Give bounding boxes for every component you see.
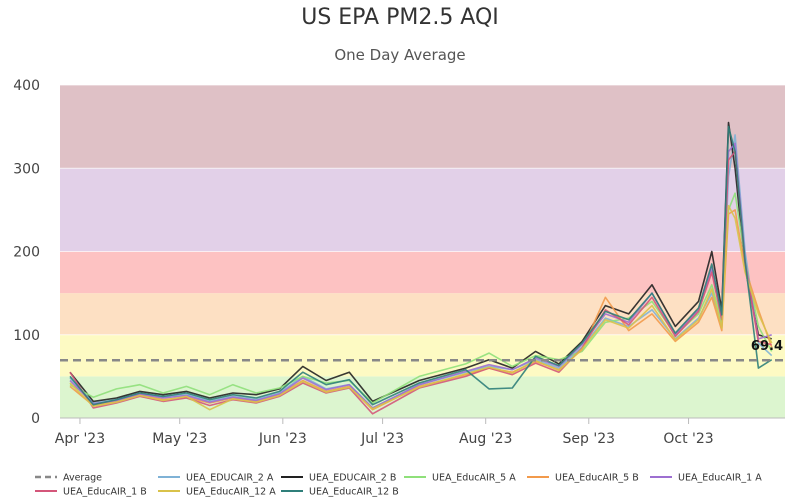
chart-title: US EPA PM2.5 AQI [301, 5, 499, 30]
y-tick-label-4: 400 [13, 78, 40, 94]
legend-label-1: UEA_EDUCAIR_2 A [186, 473, 274, 484]
legend-item-8: UEA_EducAIR_12 B [281, 487, 399, 498]
legend-item-5: UEA_EducAIR_1 A [650, 473, 762, 484]
x-tick-label-6: Oct '23 [663, 431, 713, 447]
y-tick-label-1: 100 [13, 328, 40, 344]
y-tick-label-2: 200 [13, 245, 40, 261]
x-tick-label-0: Apr '23 [55, 431, 105, 447]
series-line-7 [69, 125, 773, 406]
aqi-band-2 [60, 293, 785, 335]
x-tick-label-3: Jul '23 [360, 431, 404, 447]
x-tick-label-2: Jun '23 [258, 431, 307, 447]
aqi-band-4 [60, 168, 785, 252]
y-axis: 0 100 200 300 400 [13, 78, 40, 427]
legend-label-3: UEA_EducAIR_5 A [432, 473, 516, 484]
x-tick-label-1: May '23 [152, 431, 207, 447]
legend-label-7: UEA_EducAIR_12 A [186, 487, 276, 498]
chart-subtitle: One Day Average [334, 46, 465, 64]
legend-label-6: UEA_EducAIR_1 B [63, 487, 147, 498]
aqi-bands [60, 85, 785, 418]
legend-item-2: UEA_EDUCAIR_2 B [281, 473, 396, 484]
x-axis: Apr '23 May '23 Jun '23 Jul '23 Aug '23 Sep '… [55, 417, 785, 447]
y-tick-label-0: 0 [31, 411, 40, 427]
legend-item-4: UEA_EducAIR_5 B [527, 473, 639, 484]
series-line-6 [69, 204, 773, 411]
legend-label-0: Average [63, 473, 102, 484]
x-tick-label-4: Aug '23 [459, 431, 512, 447]
y-tick-label-3: 300 [13, 161, 40, 177]
legend-item-7: UEA_EducAIR_12 A [158, 487, 276, 498]
x-tick-label-5: Sep '23 [563, 431, 616, 447]
series-line-2 [69, 192, 773, 404]
legend-label-5: UEA_EducAIR_1 A [678, 473, 762, 484]
legend-item-3: UEA_EducAIR_5 A [404, 473, 516, 484]
legend-label-2: UEA_EDUCAIR_2 B [309, 473, 396, 484]
average-label: 69.4 [751, 339, 783, 354]
aqi-band-3 [60, 251, 785, 294]
aqi-band-5 [60, 85, 785, 169]
legend-item-6: UEA_EducAIR_1 B [35, 487, 147, 498]
legend: Average UEA_EDUCAIR_2 A UEA_EDUCAIR_2 B UEA… [35, 473, 762, 498]
aqi-band-1 [60, 334, 785, 377]
legend-label-8: UEA_EducAIR_12 B [309, 487, 399, 498]
legend-label-4: UEA_EducAIR_5 B [555, 473, 639, 484]
legend-item-1: UEA_EDUCAIR_2 A [158, 473, 274, 484]
legend-item-0: Average [35, 473, 102, 484]
